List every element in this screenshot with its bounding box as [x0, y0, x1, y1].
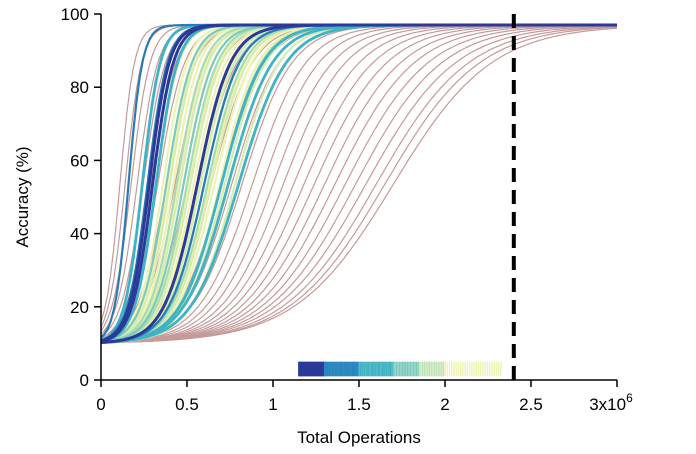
x-tick-label: 1: [268, 395, 277, 414]
y-tick-label: 20: [70, 298, 89, 317]
y-tick-label: 0: [80, 371, 89, 390]
x-tick-label: 0.5: [175, 395, 199, 414]
curve-line: [101, 23, 617, 344]
y-tick-label: 60: [70, 151, 89, 170]
y-tick-label: 40: [70, 225, 89, 244]
x-multiplier-exponent: 6: [626, 391, 633, 405]
x-tick-label: 1.5: [347, 395, 371, 414]
y-tick-label: 100: [61, 5, 89, 24]
curve-line: [101, 24, 617, 344]
y-axis-title: Accuracy (%): [13, 146, 32, 247]
x-tick-label: 3x106: [589, 391, 633, 414]
y-tick-label: 80: [70, 78, 89, 97]
x-tick-label: 2.5: [519, 395, 543, 414]
operations-rug: [298, 361, 502, 377]
training-curves: [101, 23, 617, 344]
y-ticks: 0 20 40 60 80 100: [61, 5, 101, 390]
x-tick-label: 0: [96, 395, 105, 414]
curve-line: [101, 27, 617, 344]
x-tick-label: 2: [440, 395, 449, 414]
x-ticks: 0 0.5 1 1.5 2 2.5 3x106: [96, 380, 633, 414]
axes: 0 0.5 1 1.5 2 2.5 3x106 0 20 40 60 80 100: [61, 5, 633, 414]
x-axis-title: Total Operations: [297, 428, 421, 447]
